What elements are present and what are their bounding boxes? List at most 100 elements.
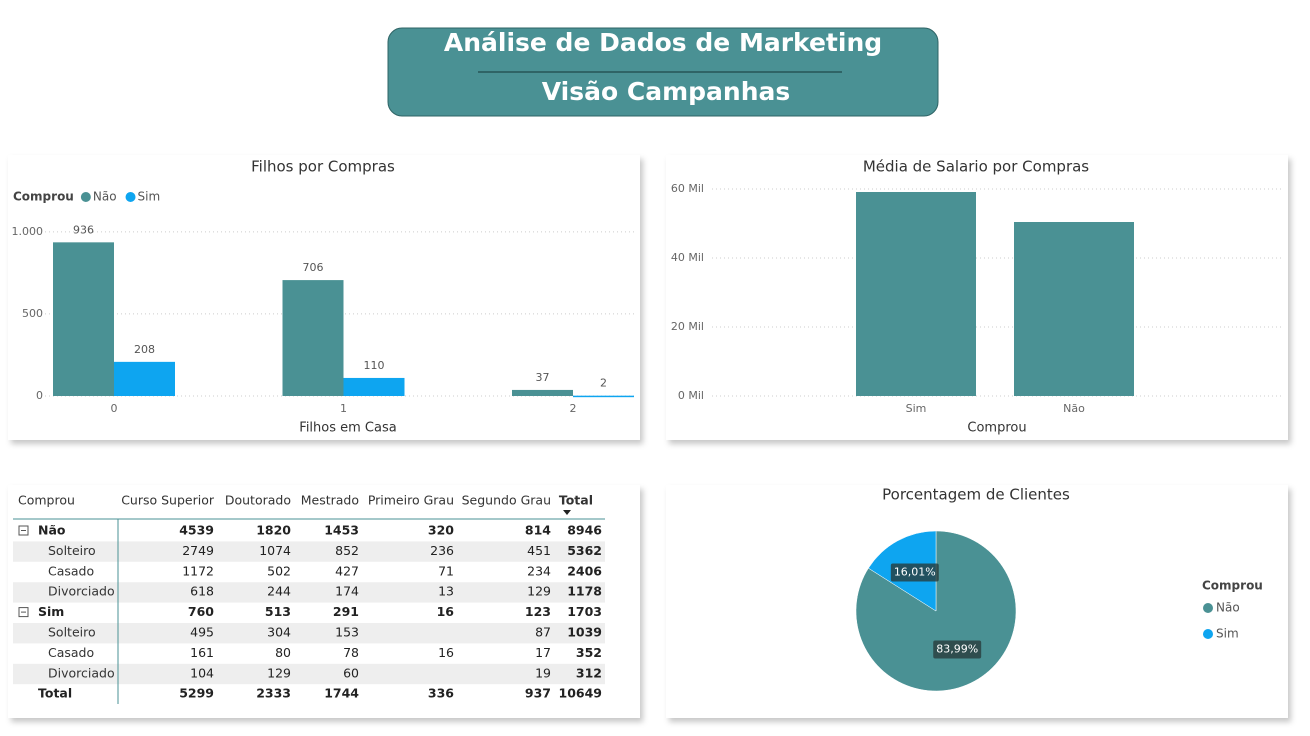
row-stripe — [13, 541, 605, 562]
cell: 161 — [190, 645, 214, 660]
chart-title: Porcentagem de Clientes — [882, 486, 1070, 504]
bar — [53, 242, 114, 396]
cell: 104 — [190, 665, 214, 680]
cell: 4539 — [179, 523, 214, 538]
x-axis-label: Filhos em Casa — [299, 421, 396, 436]
x-axis-label: Comprou — [967, 421, 1026, 436]
column-header: Primeiro Grau — [368, 493, 454, 508]
cell: 451 — [527, 543, 551, 558]
data-label: 936 — [73, 223, 94, 236]
cell: 234 — [527, 563, 551, 578]
header-title: Análise de Dados de Marketing — [444, 28, 882, 57]
column-header: Comprou — [18, 493, 75, 508]
cell: 852 — [335, 543, 359, 558]
cell: 937 — [525, 686, 551, 701]
row-label: Total — [38, 686, 72, 701]
cell: 2333 — [256, 686, 291, 701]
cell: 129 — [527, 584, 551, 599]
x-tick-label: Sim — [906, 402, 927, 415]
x-tick-label: 1 — [340, 402, 347, 415]
x-tick-label: 2 — [570, 402, 577, 415]
column-header: Segundo Grau — [462, 493, 551, 508]
cell: 1172 — [182, 563, 214, 578]
cell: 10649 — [559, 686, 603, 701]
data-label: 2 — [600, 377, 607, 390]
row-stripe — [13, 623, 605, 644]
cell: 760 — [188, 604, 214, 619]
cell: 17 — [535, 645, 551, 660]
legend-swatch — [1203, 603, 1213, 613]
chart-title: Média de Salario por Compras — [863, 158, 1089, 176]
cell: 618 — [190, 584, 214, 599]
legend-swatch — [80, 192, 91, 202]
bar — [1014, 221, 1134, 396]
cell: 174 — [335, 584, 359, 599]
cell: 1703 — [567, 604, 602, 619]
data-label: 706 — [303, 261, 324, 274]
cell: 1744 — [324, 686, 359, 701]
cell: 427 — [335, 563, 359, 578]
legend-label: Sim — [138, 190, 161, 204]
bar — [573, 395, 634, 398]
cell: 236 — [430, 543, 454, 558]
data-label: 208 — [134, 343, 155, 356]
cell: 2749 — [182, 543, 214, 558]
cell: 19 — [535, 665, 551, 680]
cell: 1074 — [259, 543, 291, 558]
legend-label: Não — [93, 190, 117, 204]
row-stripe — [13, 582, 605, 603]
cell: 312 — [576, 665, 602, 680]
cell: 123 — [525, 604, 551, 619]
cell: 495 — [190, 625, 214, 640]
expand-icon — [18, 525, 29, 536]
legend-title: Comprou — [1202, 579, 1263, 593]
cell: 336 — [428, 686, 454, 701]
bar — [114, 361, 175, 396]
cell: 13 — [438, 584, 454, 599]
row-label: Casado — [48, 563, 94, 578]
cell: 153 — [335, 625, 359, 640]
cell: 1178 — [567, 584, 602, 599]
legend-label: Sim — [1216, 627, 1239, 641]
row-label: Não — [38, 523, 66, 538]
legend-label: Não — [1216, 601, 1240, 615]
column-header: Mestrado — [301, 493, 359, 508]
legend-swatch — [125, 192, 136, 202]
data-label: 83,99% — [936, 643, 978, 656]
cell: 129 — [267, 665, 291, 680]
row-label: Solteiro — [48, 625, 96, 640]
cell: 87 — [535, 625, 551, 640]
row-stripe — [13, 663, 605, 685]
cell: 513 — [265, 604, 291, 619]
cell: 80 — [275, 645, 291, 660]
cell: 5299 — [179, 686, 214, 701]
row-label: Divorciado — [48, 665, 115, 680]
column-header: Curso Superior — [121, 493, 215, 508]
row-label: Sim — [38, 604, 64, 619]
sort-indicator — [563, 510, 571, 515]
y-tick-label: 20 Mil — [671, 320, 704, 333]
cell: 16 — [438, 645, 454, 660]
data-label-bg — [890, 563, 939, 582]
cell: 5362 — [567, 543, 602, 558]
y-tick-label: 500 — [22, 307, 43, 320]
column-header: Total — [559, 493, 593, 508]
data-label: 37 — [536, 371, 550, 384]
bar — [512, 389, 573, 396]
cell: 291 — [333, 604, 359, 619]
cell: 1820 — [256, 523, 291, 538]
bar — [856, 192, 976, 396]
cell: 304 — [267, 625, 291, 640]
x-tick-label: Não — [1063, 402, 1085, 415]
legend-title: Comprou — [13, 190, 74, 204]
cell: 814 — [525, 523, 551, 538]
bar — [343, 377, 405, 396]
column-header: Doutorado — [225, 493, 291, 508]
data-label: 110 — [364, 359, 385, 372]
chart-title: Filhos por Compras — [251, 158, 395, 176]
cell: 60 — [343, 665, 359, 680]
cell: 78 — [343, 645, 359, 660]
cell: 8946 — [567, 523, 602, 538]
y-tick-label: 1.000 — [12, 225, 44, 238]
